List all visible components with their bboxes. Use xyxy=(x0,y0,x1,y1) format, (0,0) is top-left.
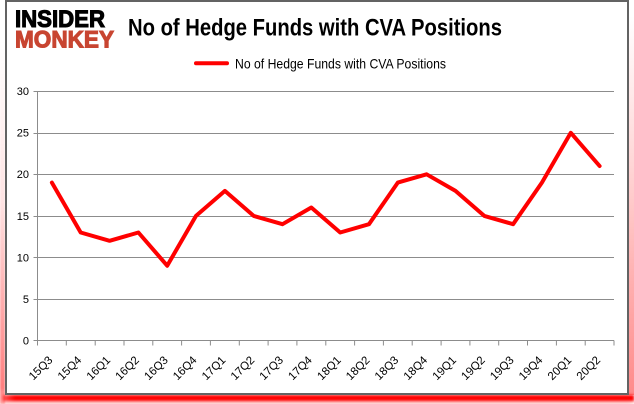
svg-text:20Q2: 20Q2 xyxy=(575,354,603,382)
svg-text:20Q1: 20Q1 xyxy=(546,354,574,382)
svg-text:19Q2: 19Q2 xyxy=(459,354,487,382)
svg-text:0: 0 xyxy=(23,335,29,347)
svg-text:17Q2: 17Q2 xyxy=(229,354,257,382)
svg-text:18Q1: 18Q1 xyxy=(315,354,343,382)
svg-text:16Q3: 16Q3 xyxy=(142,354,170,382)
svg-text:15Q3: 15Q3 xyxy=(27,354,55,382)
svg-text:17Q3: 17Q3 xyxy=(258,354,286,382)
svg-text:19Q4: 19Q4 xyxy=(517,354,546,383)
svg-text:25: 25 xyxy=(17,128,29,140)
svg-text:10: 10 xyxy=(17,252,29,264)
svg-text:15Q4: 15Q4 xyxy=(56,354,85,383)
svg-text:15: 15 xyxy=(17,211,29,223)
svg-text:INSIDER: INSIDER xyxy=(15,6,105,33)
svg-text:17Q1: 17Q1 xyxy=(200,354,228,382)
svg-text:19Q1: 19Q1 xyxy=(431,354,459,382)
svg-text:16Q4: 16Q4 xyxy=(171,354,200,383)
svg-text:18Q2: 18Q2 xyxy=(344,354,372,382)
svg-text:16Q1: 16Q1 xyxy=(85,354,113,382)
svg-text:No of Hedge Funds with CVA Pos: No of Hedge Funds with CVA Positions xyxy=(235,56,446,72)
svg-text:19Q3: 19Q3 xyxy=(488,354,516,382)
svg-text:18Q4: 18Q4 xyxy=(402,354,431,383)
svg-text:16Q2: 16Q2 xyxy=(114,354,142,382)
svg-text:30: 30 xyxy=(17,86,29,98)
svg-text:18Q3: 18Q3 xyxy=(373,354,401,382)
svg-text:MONKEY: MONKEY xyxy=(15,26,114,53)
svg-text:5: 5 xyxy=(23,294,29,306)
svg-text:No of Hedge Funds with CVA Pos: No of Hedge Funds with CVA Positions xyxy=(128,15,502,42)
svg-text:17Q4: 17Q4 xyxy=(286,354,315,383)
svg-text:20: 20 xyxy=(17,169,29,181)
